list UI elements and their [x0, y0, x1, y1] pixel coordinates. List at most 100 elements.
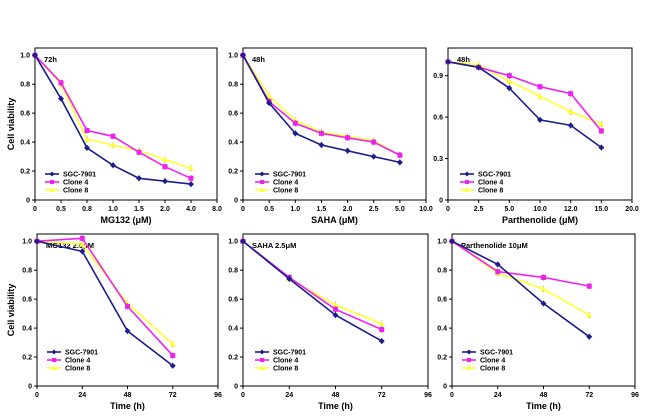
legend-marker	[260, 358, 264, 362]
legend-marker	[49, 171, 55, 177]
series-line-clone-8	[242, 240, 383, 325]
data-point	[332, 312, 339, 319]
data-point	[84, 136, 90, 142]
data-point	[188, 175, 194, 181]
data-point	[110, 133, 116, 139]
plot-frame	[34, 47, 218, 201]
legend-label: Clone 4	[273, 180, 298, 187]
data-point	[32, 52, 38, 59]
data-point	[449, 238, 455, 245]
data-point	[567, 122, 574, 129]
x-axis-label: Time (h)	[526, 401, 561, 411]
panel-3: 0 2.5 5.0 10.0 12.0 15.0 20.0 0 0.3 0.6 0.9 48h Part…	[433, 47, 639, 225]
x-tick-label: 48	[332, 392, 340, 399]
data-point	[345, 135, 351, 141]
data-point	[370, 153, 377, 160]
plot-frame	[447, 47, 633, 201]
legend-marker	[49, 187, 55, 192]
data-point	[58, 80, 64, 86]
data-point	[598, 121, 605, 127]
data-point	[240, 52, 246, 59]
data-point	[292, 130, 299, 137]
data-point	[598, 128, 604, 134]
series-line-sgc-7901	[242, 240, 383, 342]
x-tick-label: 0.8	[82, 206, 92, 213]
x-tick-label: 1.0	[108, 206, 118, 213]
legend-marker	[259, 365, 265, 370]
x-axis-label: MG132 (μM)	[100, 215, 151, 225]
y-tick-label: 0.8	[228, 82, 238, 89]
data-point	[79, 241, 86, 247]
panel-5: 0 24 48 72 96 0 0.2 0.4 0.6 0.8 1.0 SAHA 2.5μM Time …	[228, 233, 432, 411]
data-point	[136, 149, 142, 155]
x-tick-label: 4.0	[186, 206, 196, 213]
data-point	[586, 333, 593, 340]
x-tick-label: 0.5	[56, 206, 66, 213]
series-line-clone-8	[34, 54, 192, 169]
data-point	[495, 269, 501, 275]
legend-label: Clone 8	[480, 366, 505, 373]
data-point	[344, 147, 351, 154]
y-axis-label: Cell viability	[6, 284, 16, 337]
y-axis-label: Cell viability	[6, 98, 16, 151]
y-tick-label: 0	[28, 384, 32, 391]
data-point	[379, 327, 385, 333]
data-point	[169, 362, 176, 369]
y-tick-label: 0.4	[22, 326, 32, 333]
legend-marker	[464, 171, 470, 177]
legend-marker	[52, 358, 56, 362]
legend-marker	[51, 365, 57, 370]
data-point	[537, 93, 543, 99]
y-tick-label: 0.2	[437, 355, 447, 362]
x-axis-label: Time (h)	[318, 401, 353, 411]
x-tick-label: 1.5	[317, 206, 327, 213]
series-line-clone-4	[451, 240, 590, 287]
x-tick-label: 8.0	[212, 206, 222, 213]
data-point	[371, 139, 377, 145]
x-tick-label: 10.0	[533, 206, 547, 213]
legend-label: Clone 8	[273, 188, 298, 195]
y-tick-label: 0.3	[433, 156, 443, 163]
y-tick-label: 1.0	[228, 239, 238, 246]
series-line-clone-8	[36, 240, 174, 345]
x-tick-label: 72	[169, 392, 177, 399]
data-point	[162, 164, 168, 170]
panel-title: 72h	[44, 55, 57, 64]
data-point	[318, 141, 325, 148]
x-tick-label: 10.0	[419, 206, 433, 213]
legend-marker	[467, 358, 471, 362]
series-line-sgc-7901	[447, 61, 602, 149]
x-tick-label: 0	[35, 392, 39, 399]
x-tick-label: 0	[241, 206, 245, 213]
data-point	[58, 95, 64, 102]
data-point	[333, 306, 338, 312]
legend-label: Clone 4	[478, 180, 503, 187]
series-line-sgc-7901	[36, 240, 174, 367]
y-tick-label: 0.4	[228, 326, 238, 333]
x-tick-label: 24	[78, 392, 86, 399]
data-point	[266, 92, 273, 99]
x-tick-label: 1.0	[290, 206, 300, 213]
legend-marker	[465, 180, 469, 184]
x-tick-label: 1.5	[134, 206, 144, 213]
data-point	[540, 300, 547, 307]
series-line-clone-4	[447, 61, 602, 132]
data-point	[537, 84, 543, 90]
legend-marker	[259, 349, 265, 355]
x-tick-label: 24	[494, 392, 502, 399]
legend-label: SGC-7901	[478, 172, 511, 179]
legend-label: SGC-7901	[65, 350, 98, 357]
legend-label: Clone 8	[65, 366, 90, 373]
y-tick-label: 0.8	[22, 268, 32, 275]
panel-title: 48h	[457, 55, 470, 64]
legend-label: Clone 4	[63, 180, 88, 187]
x-tick-label: 24	[285, 392, 293, 399]
x-tick-label: 2.0	[343, 206, 353, 213]
x-tick-label: 48	[124, 392, 132, 399]
legend-marker	[466, 349, 472, 355]
legend-marker	[51, 349, 57, 355]
x-tick-label: 5.0	[395, 206, 405, 213]
data-point	[598, 144, 605, 151]
y-tick-label: 0.6	[228, 297, 238, 304]
y-tick-label: 0.4	[20, 140, 30, 147]
